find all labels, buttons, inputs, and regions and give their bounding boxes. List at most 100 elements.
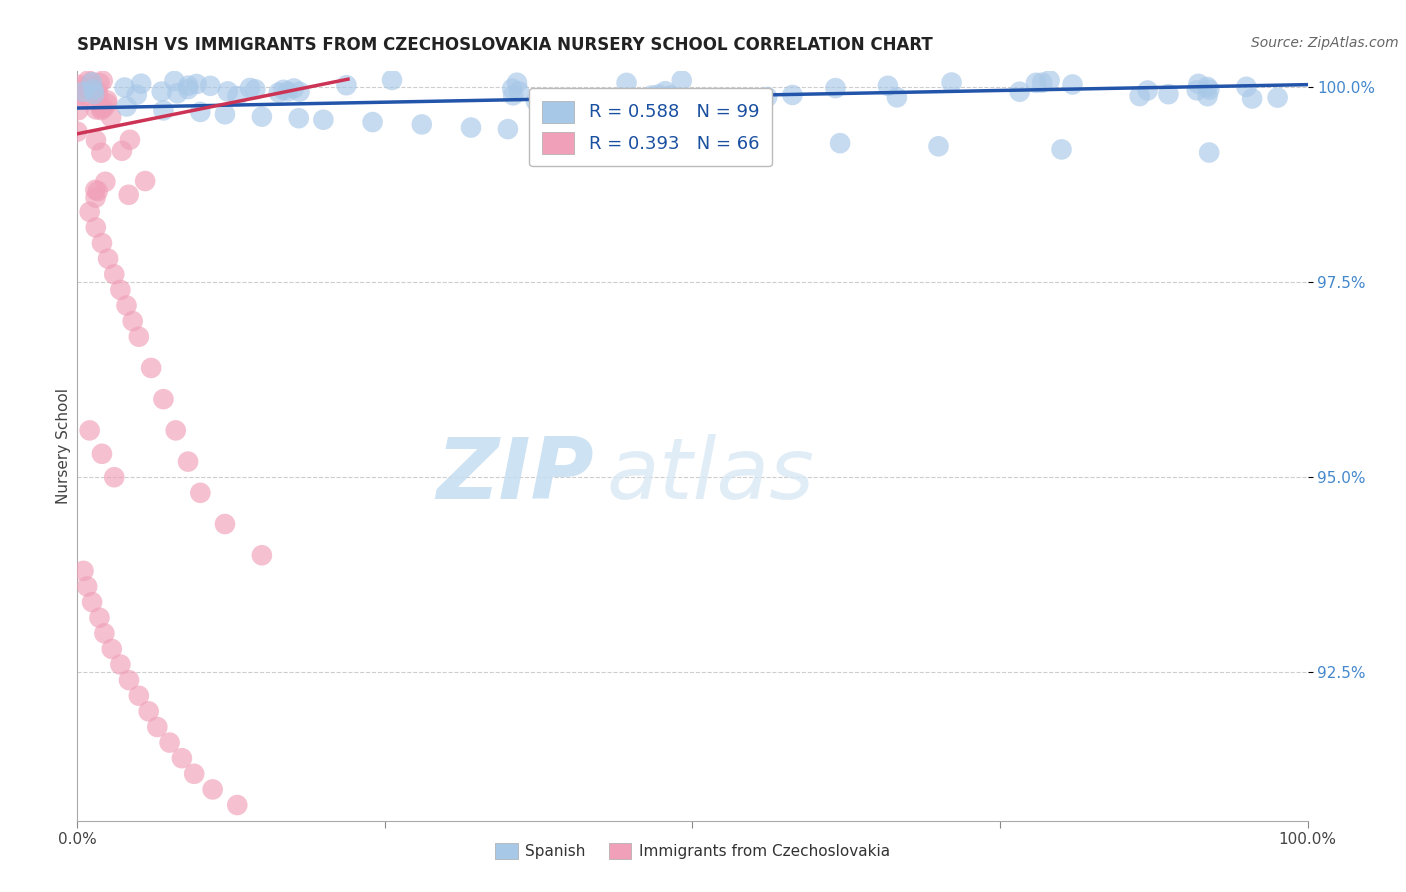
Point <box>226 89 249 103</box>
Point <box>283 81 305 95</box>
Point <box>125 87 148 102</box>
Point <box>1136 83 1159 97</box>
Point <box>152 392 174 407</box>
Point <box>110 283 132 297</box>
Point <box>830 136 852 151</box>
Legend: Spanish, Immigrants from Czechoslovakia: Spanish, Immigrants from Czechoslovakia <box>488 837 897 865</box>
Point <box>90 145 112 160</box>
Point <box>756 90 779 104</box>
Point <box>1241 91 1264 105</box>
Point <box>1198 145 1220 160</box>
Point <box>1198 82 1220 96</box>
Point <box>647 87 669 102</box>
Point <box>886 90 908 104</box>
Point <box>84 183 107 197</box>
Point <box>654 84 676 98</box>
Point <box>534 124 557 138</box>
Point <box>72 564 94 578</box>
Point <box>73 92 96 106</box>
Point <box>501 81 523 95</box>
Point <box>83 87 105 102</box>
Point <box>100 111 122 125</box>
Point <box>502 88 524 103</box>
Point <box>94 175 117 189</box>
Point <box>1039 73 1062 87</box>
Point <box>1129 89 1152 103</box>
Point <box>460 120 482 135</box>
Point <box>128 689 150 703</box>
Point <box>558 93 581 107</box>
Point <box>335 78 357 93</box>
Point <box>146 720 169 734</box>
Point <box>79 424 101 438</box>
Point <box>177 78 200 93</box>
Point <box>245 82 267 96</box>
Point <box>111 144 134 158</box>
Point <box>1157 87 1180 102</box>
Text: atlas: atlas <box>606 434 814 517</box>
Point <box>186 77 208 91</box>
Point <box>90 236 114 251</box>
Point <box>583 125 606 139</box>
Point <box>91 74 114 88</box>
Point <box>89 76 111 90</box>
Point <box>1197 80 1219 95</box>
Point <box>103 470 125 484</box>
Point <box>267 86 290 100</box>
Text: Source: ZipAtlas.com: Source: ZipAtlas.com <box>1251 36 1399 50</box>
Point <box>640 88 662 103</box>
Point <box>114 80 136 95</box>
Point <box>226 798 249 813</box>
Point <box>411 118 433 132</box>
Point <box>782 87 804 102</box>
Text: SPANISH VS IMMIGRANTS FROM CZECHOSLOVAKIA NURSERY SCHOOL CORRELATION CHART: SPANISH VS IMMIGRANTS FROM CZECHOSLOVAKI… <box>77 36 934 54</box>
Point <box>82 82 104 96</box>
Point <box>1234 79 1257 94</box>
Point <box>250 549 273 563</box>
Point <box>312 112 335 127</box>
Point <box>150 85 173 99</box>
Point <box>115 99 138 113</box>
Point <box>877 78 900 93</box>
Point <box>616 76 638 90</box>
Point <box>361 115 384 129</box>
Point <box>163 74 186 88</box>
Point <box>177 455 200 469</box>
Point <box>141 361 163 376</box>
Point <box>742 133 765 147</box>
Point <box>82 595 104 609</box>
Point <box>75 88 97 103</box>
Point <box>103 268 125 282</box>
Point <box>1031 76 1053 90</box>
Point <box>118 187 141 202</box>
Point <box>134 174 156 188</box>
Point <box>90 101 112 115</box>
Point <box>506 76 529 90</box>
Point <box>217 84 239 98</box>
Point <box>79 205 101 219</box>
Point <box>121 314 143 328</box>
Point <box>200 78 222 93</box>
Point <box>96 96 118 111</box>
Point <box>152 103 174 118</box>
Point <box>101 642 124 657</box>
Point <box>659 88 682 103</box>
Point <box>671 73 693 87</box>
Point <box>93 626 115 640</box>
Point <box>214 107 236 121</box>
Point <box>166 87 188 101</box>
Point <box>1025 76 1047 90</box>
Point <box>77 73 100 87</box>
Point <box>165 424 187 438</box>
Text: ZIP: ZIP <box>436 434 595 517</box>
Point <box>273 83 295 97</box>
Point <box>928 139 950 153</box>
Point <box>682 130 704 145</box>
Point <box>188 486 212 500</box>
Point <box>118 673 141 688</box>
Point <box>1197 89 1219 103</box>
Point <box>110 657 132 672</box>
Point <box>1050 143 1073 157</box>
Point <box>214 517 236 532</box>
Point <box>1062 78 1084 92</box>
